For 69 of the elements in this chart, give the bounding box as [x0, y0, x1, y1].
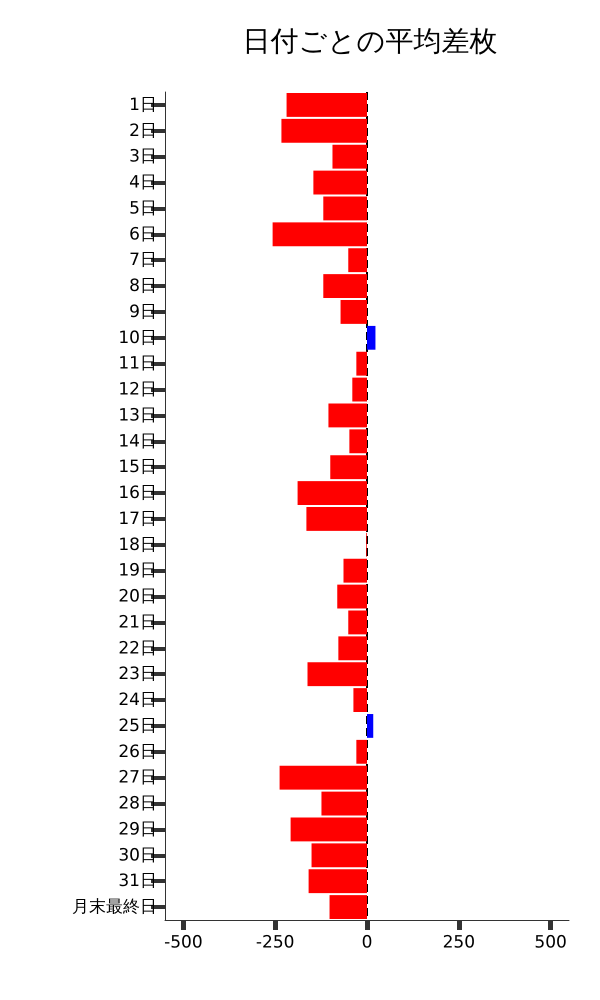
y-tick-label: 6日 [129, 224, 157, 244]
y-tick-label: 25日 [118, 716, 157, 736]
bar [330, 895, 367, 919]
bar [298, 481, 367, 505]
bar [280, 766, 367, 790]
y-tick-label: 2日 [129, 120, 157, 141]
y-tick-label: 28日 [118, 794, 157, 814]
bar [330, 455, 367, 480]
y-tick-label: 月末最終日 [72, 897, 157, 918]
x-tick-label: 500 [534, 932, 567, 952]
bar [323, 196, 367, 220]
y-tick-label: 21日 [118, 612, 157, 632]
bar [338, 636, 367, 660]
y-tick-label: 4日 [129, 172, 157, 193]
y-tick-label: 26日 [118, 742, 157, 762]
bar [356, 740, 367, 764]
y-tick-label: 3日 [129, 146, 157, 167]
y-tick-label: 9日 [129, 302, 157, 322]
bar [348, 248, 367, 272]
y-tick-label: 12日 [118, 380, 157, 400]
bar [356, 352, 367, 376]
y-tick-label: 7日 [129, 250, 157, 270]
y-tick-label: 1日 [129, 94, 157, 115]
bar [321, 792, 367, 816]
bar [323, 274, 367, 298]
y-tick-label: 15日 [118, 457, 157, 478]
bar [312, 843, 367, 868]
bar [306, 507, 367, 531]
y-tick-label: 30日 [118, 845, 157, 866]
y-tick-label: 24日 [118, 690, 157, 710]
bar [337, 584, 367, 608]
y-tick-label: 20日 [118, 586, 157, 607]
bar [353, 688, 367, 712]
bar [328, 404, 367, 428]
x-tick-label: -250 [256, 932, 294, 952]
x-tick-label: 250 [442, 932, 476, 952]
bar [272, 222, 367, 246]
y-tick-label: 13日 [118, 405, 157, 426]
y-tick-label: 11日 [118, 354, 157, 374]
y-tick-label: 5日 [129, 198, 157, 218]
y-tick-label: 31日 [118, 871, 157, 892]
bar [332, 144, 367, 169]
y-tick-label: 19日 [118, 560, 157, 581]
y-tick-label: 14日 [118, 431, 157, 452]
y-tick-label: 23日 [118, 664, 157, 684]
bar [313, 170, 367, 194]
y-tick-label: 22日 [118, 638, 157, 658]
bar [367, 714, 374, 738]
bar [367, 326, 376, 350]
x-tick-label: 0 [362, 932, 372, 952]
chart-title: 日付ごとの平均差枚 [242, 24, 498, 58]
bar [349, 429, 367, 454]
y-tick-label: 10日 [118, 328, 157, 348]
bar [308, 662, 367, 686]
y-tick-label: 8日 [129, 276, 157, 296]
bar [308, 869, 367, 894]
y-tick-label: 17日 [118, 508, 157, 529]
x-tick-label: -500 [164, 932, 203, 952]
bar [290, 818, 367, 842]
bar [352, 378, 367, 402]
bar [281, 118, 367, 143]
y-tick-label: 29日 [118, 819, 157, 840]
bar [348, 610, 367, 634]
bar [343, 558, 367, 583]
bar [286, 93, 367, 117]
y-tick-label: 27日 [118, 768, 157, 788]
y-tick-label: 18日 [118, 534, 157, 555]
y-tick-label: 16日 [118, 483, 157, 504]
bar [340, 300, 367, 324]
